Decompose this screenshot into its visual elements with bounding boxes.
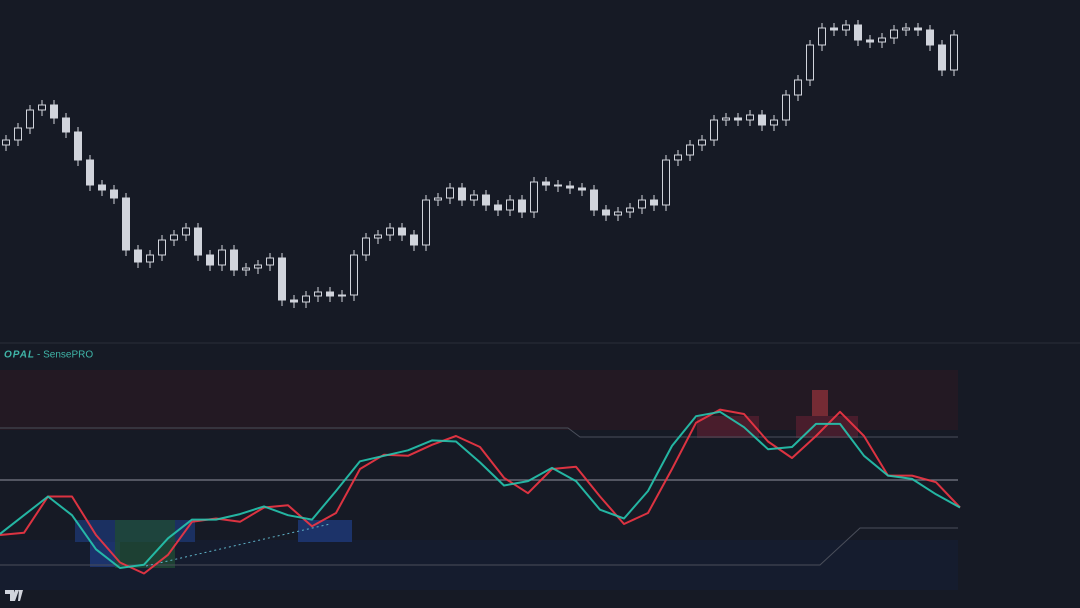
candle-body xyxy=(794,79,802,96)
lower-band xyxy=(0,527,958,566)
candle-body xyxy=(206,254,214,266)
candle-body xyxy=(254,264,262,269)
candle-body xyxy=(818,27,826,46)
candle-body xyxy=(710,119,718,141)
candle-body xyxy=(2,139,10,146)
candle-body xyxy=(926,29,934,46)
candle-body xyxy=(506,199,514,211)
candle-body xyxy=(566,185,574,189)
divergence-line xyxy=(145,523,331,567)
candle-body xyxy=(650,199,658,206)
candle-body xyxy=(734,117,742,121)
candle-body xyxy=(854,24,862,41)
candle-body xyxy=(890,29,898,39)
candle-body xyxy=(530,181,538,213)
candle-body xyxy=(38,104,46,111)
candle-body xyxy=(746,114,754,121)
candle-body xyxy=(782,94,790,121)
candle-body xyxy=(938,44,946,71)
candle-body xyxy=(278,257,286,301)
candle-body xyxy=(26,109,34,129)
candle-body xyxy=(662,159,670,206)
zone-box xyxy=(812,390,828,416)
candle-body xyxy=(686,144,694,156)
zone-box xyxy=(697,416,759,438)
candle-body xyxy=(758,114,766,126)
candle-body xyxy=(590,189,598,211)
oscillator-line xyxy=(0,410,961,569)
candle-body xyxy=(398,227,406,236)
candle-body xyxy=(158,239,166,256)
candle-body xyxy=(314,291,322,297)
oscillator-line xyxy=(0,408,961,575)
candle-body xyxy=(110,189,118,199)
candle-body xyxy=(242,267,250,271)
candle-body xyxy=(434,197,442,201)
candle-body xyxy=(338,294,346,297)
candle-body xyxy=(14,127,22,141)
candle-body xyxy=(74,131,82,161)
logo-shape xyxy=(5,590,23,601)
candle-body xyxy=(602,209,610,216)
candle-body xyxy=(182,227,190,236)
candle-body xyxy=(458,187,466,201)
candle-body xyxy=(674,154,682,161)
candle-body xyxy=(842,24,850,31)
candle-body xyxy=(170,234,178,241)
candle-body xyxy=(878,37,886,43)
candle-body xyxy=(122,197,130,251)
candle-body xyxy=(362,237,370,256)
candle-body xyxy=(350,254,358,296)
candle-body xyxy=(50,104,58,119)
zone-box xyxy=(298,520,352,542)
candle-body xyxy=(866,39,874,43)
candle-body xyxy=(626,207,634,213)
candle-body xyxy=(386,227,394,236)
zone-box xyxy=(115,520,175,568)
candle-body xyxy=(98,184,106,191)
candle-body xyxy=(950,34,958,71)
indicator-name: OPAL xyxy=(4,350,35,361)
indicator-label: - SensePRO xyxy=(37,350,93,361)
candle-body xyxy=(614,211,622,216)
candle-body xyxy=(134,249,142,263)
candle-body xyxy=(902,27,910,31)
candle-body xyxy=(770,119,778,126)
candle-body xyxy=(542,181,550,186)
candle-body xyxy=(62,117,70,133)
candle-body xyxy=(914,27,922,31)
candle-body xyxy=(218,249,226,266)
candle-body xyxy=(578,187,586,191)
candle-body xyxy=(146,254,154,263)
candle-body xyxy=(806,44,814,81)
candle-body xyxy=(266,257,274,266)
candle-body xyxy=(230,249,238,271)
candle-body xyxy=(290,299,298,303)
candle-body xyxy=(830,27,838,31)
candle-body xyxy=(86,159,94,186)
candle-body xyxy=(554,184,562,187)
candle-body xyxy=(722,117,730,121)
candle-body xyxy=(326,291,334,297)
upper-band xyxy=(0,427,958,438)
candle-body xyxy=(518,199,526,213)
candle-body xyxy=(446,187,454,199)
candle-body xyxy=(374,234,382,239)
candle-body xyxy=(494,204,502,211)
zone-box xyxy=(796,416,858,438)
candle-body xyxy=(482,194,490,206)
candle-body xyxy=(194,227,202,256)
candle-body xyxy=(470,194,478,201)
candle-body xyxy=(410,234,418,246)
candle-body xyxy=(698,139,706,146)
candle-body xyxy=(422,199,430,246)
candle-body xyxy=(302,295,310,303)
candle-body xyxy=(638,199,646,209)
tv-logo xyxy=(5,590,23,601)
